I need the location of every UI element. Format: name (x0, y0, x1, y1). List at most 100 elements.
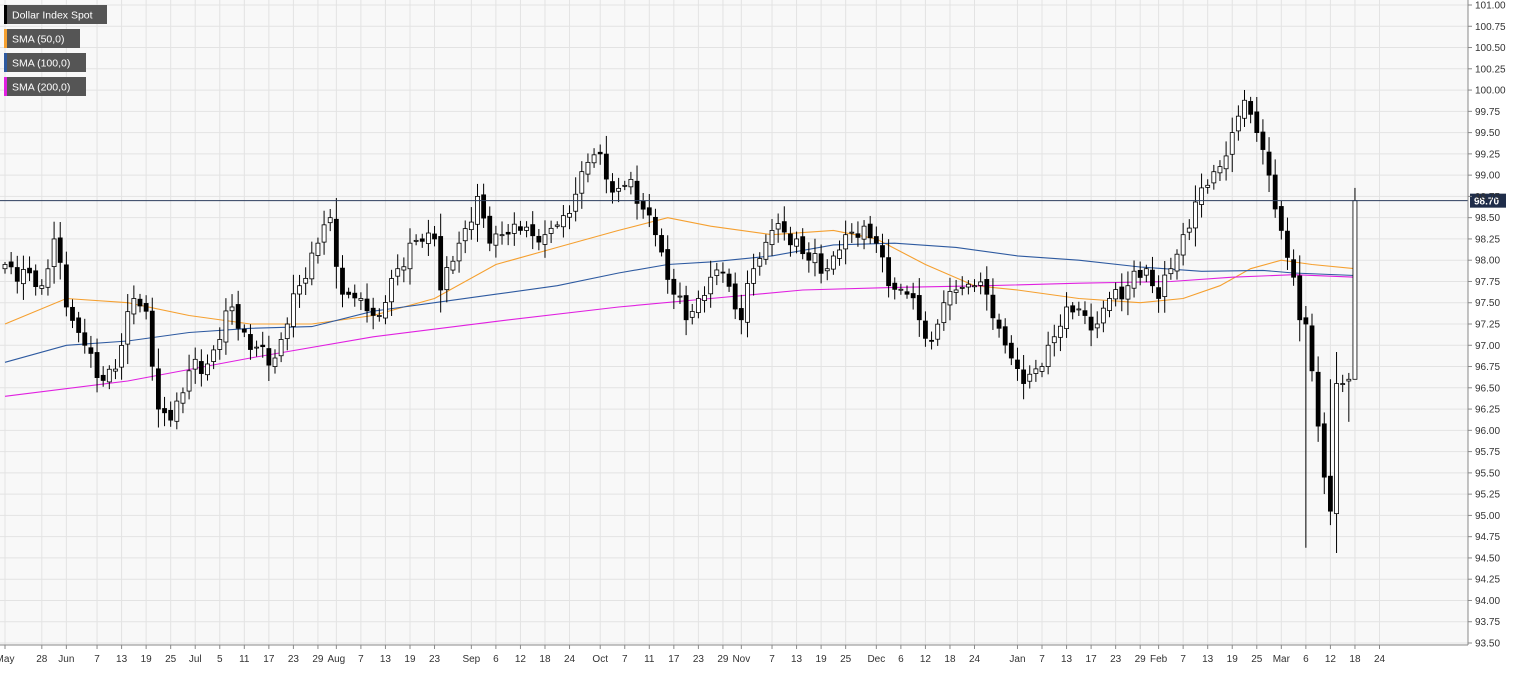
candle (683, 285, 689, 336)
y-tick-label: 96.50 (1475, 383, 1500, 394)
candle-body (1297, 275, 1303, 321)
candle (689, 303, 695, 325)
candle-body (984, 279, 990, 295)
candle-body (143, 303, 149, 312)
candle-body (898, 288, 904, 291)
candle (560, 205, 566, 238)
candle-body (824, 268, 830, 272)
candle (622, 180, 628, 191)
y-tick-label: 97.50 (1475, 298, 1500, 309)
candle (1217, 160, 1223, 181)
current-price-label: 98.70 (1474, 197, 1499, 208)
candle-body (959, 286, 965, 289)
candle-body (100, 374, 106, 381)
candle-body (432, 233, 437, 240)
candle-body (481, 194, 487, 219)
candle (45, 259, 51, 296)
candle-body (880, 245, 885, 258)
candle-body (800, 236, 806, 255)
candle (1015, 347, 1020, 381)
candle-body (21, 269, 26, 285)
candle-body (763, 241, 769, 260)
candle (27, 256, 32, 282)
candle (646, 194, 652, 228)
candle-body (996, 319, 1002, 329)
x-tick-label: 19 (404, 654, 416, 665)
candle (1285, 217, 1290, 270)
candle (1254, 97, 1260, 142)
candle (959, 276, 965, 296)
candle (830, 251, 836, 275)
candle (1297, 255, 1303, 342)
candle (1180, 222, 1186, 266)
candle (1033, 359, 1039, 382)
x-tick-label: Jul (189, 654, 202, 665)
x-tick-label: 17 (1086, 654, 1098, 665)
candle-body (266, 348, 272, 366)
candle-body (1015, 359, 1020, 370)
candle-body (290, 293, 296, 327)
candle-body (1100, 307, 1106, 324)
candle-body (886, 257, 892, 287)
candle-body (389, 278, 394, 303)
candle (186, 354, 192, 400)
candle (1143, 264, 1149, 283)
candle-body (1285, 230, 1290, 258)
candle-body (376, 315, 382, 317)
candle (137, 293, 143, 313)
candle-body (665, 249, 671, 280)
candle (996, 313, 1002, 338)
x-tick-label: 18 (539, 654, 551, 665)
candle (1156, 275, 1161, 313)
candle-body (524, 226, 529, 231)
candle (732, 272, 738, 320)
candle-body (462, 228, 468, 242)
candle-body (1125, 285, 1131, 300)
y-tick-label: 94.00 (1475, 596, 1500, 607)
y-tick-label: 100.50 (1475, 43, 1506, 54)
candle (383, 295, 388, 325)
x-tick-label: Jun (58, 654, 74, 665)
candle (1021, 355, 1027, 400)
candle (634, 165, 640, 220)
candle-body (333, 218, 339, 267)
candle-body (941, 302, 947, 324)
candle (843, 220, 849, 265)
candle-body (106, 368, 112, 383)
candle (333, 198, 339, 289)
x-tick-label: 18 (944, 654, 956, 665)
candle (530, 211, 536, 250)
candle-body (254, 346, 259, 349)
candle-body (156, 368, 161, 410)
candle-body (70, 306, 75, 321)
candle-body (223, 310, 229, 343)
candle-body (395, 268, 401, 277)
candle (640, 193, 646, 219)
candle (481, 183, 487, 228)
candle-body (1039, 366, 1045, 372)
candle-body (781, 221, 787, 233)
candle (14, 255, 20, 294)
candle-body (610, 181, 615, 193)
candle-body (174, 400, 180, 422)
candle (769, 219, 775, 256)
candle-body (1107, 298, 1112, 311)
candle-body (1328, 475, 1333, 512)
x-tick-label: 18 (1349, 654, 1361, 665)
candle (272, 349, 278, 374)
y-tick-label: 100.00 (1475, 86, 1506, 97)
candle (1291, 249, 1296, 286)
candle-body (1027, 373, 1033, 382)
y-tick-label: 99.50 (1475, 128, 1500, 139)
candle (205, 354, 210, 381)
y-tick-label: 96.75 (1475, 362, 1500, 373)
candle-body (794, 238, 799, 247)
candle (861, 220, 867, 250)
candle (873, 226, 879, 253)
candle (628, 171, 634, 195)
candle (708, 260, 714, 308)
candle (597, 144, 603, 165)
legend-item-box (4, 29, 80, 48)
candle (327, 208, 333, 232)
candle (241, 324, 247, 338)
